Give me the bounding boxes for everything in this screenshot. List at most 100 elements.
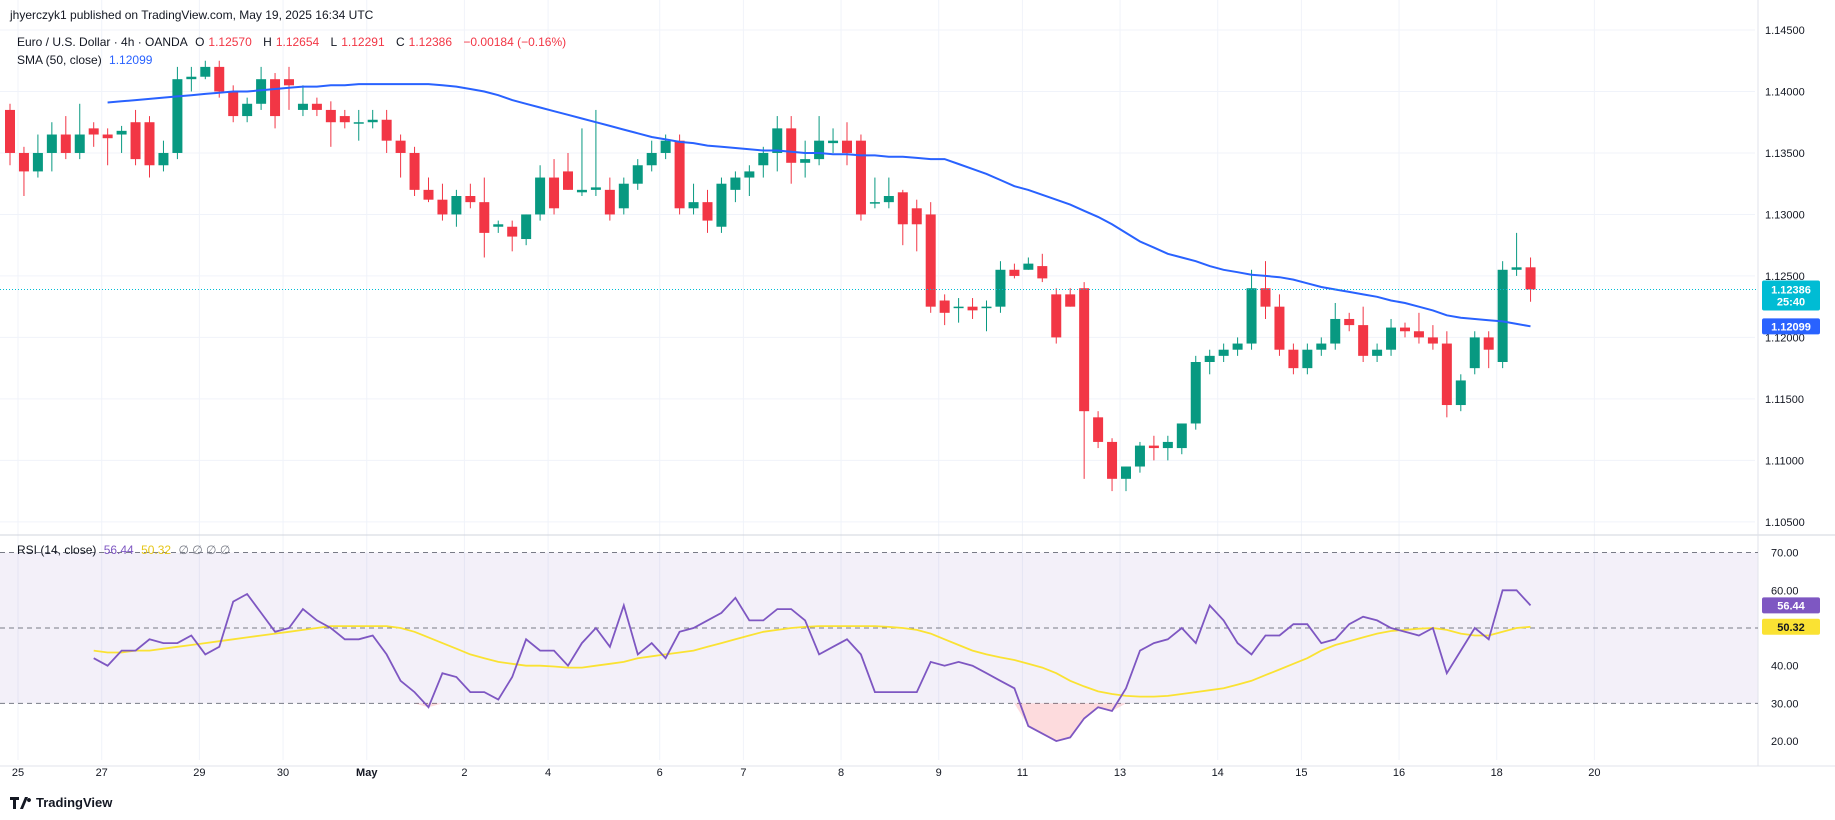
close-value: 1.12386 xyxy=(408,35,453,49)
candle-body xyxy=(74,134,85,153)
candle-body xyxy=(144,122,155,166)
rsi-value-tag-bg xyxy=(1762,597,1820,614)
time-tick-label: 14 xyxy=(1212,767,1224,779)
time-tick-label: 27 xyxy=(96,767,108,779)
candle-body xyxy=(1190,362,1201,424)
candle-body xyxy=(939,300,950,313)
time-tick-label: 4 xyxy=(545,767,551,779)
rsi-line xyxy=(93,589,1532,743)
change-value: −0.00184 (−0.16%) xyxy=(463,35,567,49)
candle-body xyxy=(1218,349,1229,356)
rsi-tick-label: 20.00 xyxy=(1771,736,1799,748)
candle-body xyxy=(1051,294,1062,338)
candle-body xyxy=(102,134,113,139)
time-tick-label: 16 xyxy=(1393,767,1405,779)
candle-body xyxy=(1260,288,1271,307)
candle-body xyxy=(1023,263,1034,270)
candle-body xyxy=(423,189,434,200)
grid-lines xyxy=(0,0,1755,760)
high-label: H xyxy=(263,35,272,49)
time-tick-label: 18 xyxy=(1491,767,1503,779)
candle-body xyxy=(1065,294,1076,307)
rsi-tick-label: 60.00 xyxy=(1771,585,1799,597)
sma-price-tag: 1.12099 xyxy=(1771,321,1811,333)
candle-body xyxy=(1274,306,1285,350)
candle-body xyxy=(981,306,992,309)
time-tick-label: 30 xyxy=(277,767,289,779)
sma-line xyxy=(107,83,1531,328)
candle-body xyxy=(521,214,532,240)
symbol-legend[interactable]: Euro / U.S. Dollar · 4h · OANDA O 1.12570… xyxy=(17,35,570,49)
last-price-tag: 1.12386 xyxy=(1771,284,1811,296)
time-tick-label: 25 xyxy=(12,767,24,779)
candle-body xyxy=(842,140,852,153)
brand-name: TradingView xyxy=(36,795,113,810)
time-tick-label: 13 xyxy=(1114,767,1126,779)
candle-body xyxy=(311,103,322,110)
symbol-name: Euro / U.S. Dollar · 4h · OANDA xyxy=(17,35,188,49)
sma-legend[interactable]: SMA (50, close) 1.12099 xyxy=(17,53,156,67)
candle-body xyxy=(130,122,141,160)
candle-body xyxy=(1469,337,1480,369)
rsi-tick-label: 70.00 xyxy=(1771,548,1799,560)
rsi-tick-label: 30.00 xyxy=(1771,698,1799,710)
candle-body xyxy=(702,202,713,221)
candle-body xyxy=(549,177,560,209)
candle-body xyxy=(1079,288,1090,412)
time-tick-label: 20 xyxy=(1588,767,1600,779)
candle-body xyxy=(1330,318,1341,344)
rsi-label: RSI (14, close) xyxy=(17,543,97,557)
candle-body xyxy=(284,79,294,86)
last-price-tag-bg xyxy=(1762,280,1820,311)
candle-body xyxy=(1009,269,1020,276)
rsi-value: 56.44 xyxy=(103,543,134,557)
time-tick-label: 9 xyxy=(936,767,942,779)
candle-body xyxy=(828,140,839,144)
price-tick-label: 1.14500 xyxy=(1765,25,1805,37)
candle-body xyxy=(535,177,546,215)
open-value: 1.12570 xyxy=(208,35,252,49)
candle-body xyxy=(1455,380,1466,406)
candle-body xyxy=(688,202,699,209)
candle-body xyxy=(1344,318,1355,326)
tradingview-logo[interactable]: TradingView xyxy=(10,795,112,810)
price-tick-label: 1.13500 xyxy=(1765,148,1805,160)
open-label: O xyxy=(195,35,205,49)
candle-body xyxy=(632,165,643,184)
rsi-ma-line xyxy=(93,625,1531,698)
publish-info: jhyerczyk1 published on TradingView.com,… xyxy=(10,8,374,22)
time-tick-label: 11 xyxy=(1017,767,1028,779)
candle-body xyxy=(297,103,308,110)
candle-body xyxy=(869,202,880,204)
candle-body xyxy=(465,196,476,203)
candle-body xyxy=(5,109,15,153)
candle-body xyxy=(116,130,127,135)
candle-body xyxy=(1511,267,1522,270)
candle-body xyxy=(883,196,894,203)
candle-body xyxy=(590,187,601,190)
candle-body xyxy=(60,134,71,153)
candle-body xyxy=(953,306,964,309)
price-tick-label: 1.12000 xyxy=(1765,332,1805,344)
candle-body xyxy=(744,171,755,178)
candle-body xyxy=(1316,343,1327,350)
candle-body xyxy=(716,183,727,227)
rsi-legend[interactable]: RSI (14, close) 56.44 50.32 ∅ ∅ ∅ ∅ xyxy=(17,543,234,557)
candle-body xyxy=(1427,337,1438,344)
candle-body xyxy=(158,152,169,166)
candle-body xyxy=(214,66,225,92)
candle-body xyxy=(772,128,783,153)
candle-body xyxy=(1246,288,1257,344)
price-tick-label: 1.11000 xyxy=(1765,455,1804,467)
candle-body xyxy=(367,119,378,123)
candle-body xyxy=(995,269,1006,307)
candle-body xyxy=(451,196,462,215)
rsi-extra-values: ∅ ∅ ∅ ∅ xyxy=(178,543,231,557)
candle-body xyxy=(674,140,685,209)
candle-body xyxy=(967,306,978,311)
rsi-band-fill xyxy=(0,552,1758,704)
candle-body xyxy=(353,122,364,124)
candle-body xyxy=(32,152,43,172)
